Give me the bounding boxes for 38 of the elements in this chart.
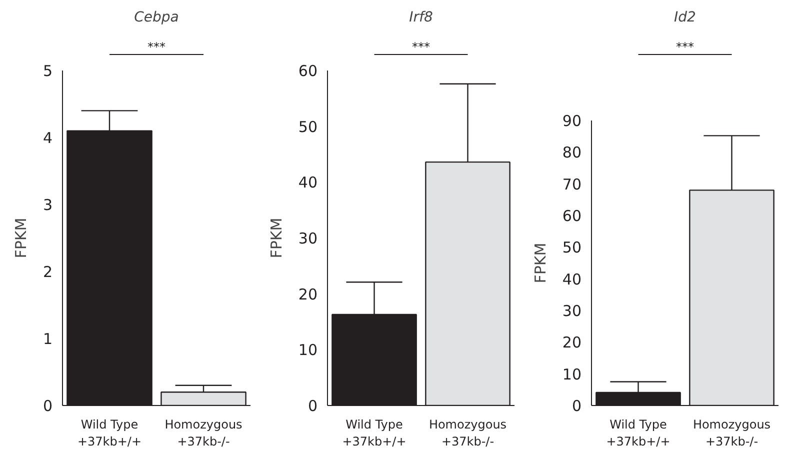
x-tick-label: Homozygous +37kb-/- — [164, 418, 242, 448]
x-tick-label: Homozygous +37kb-/- — [428, 418, 507, 448]
chart-title: Irf8 — [409, 10, 433, 26]
y-tick-label: 0 — [572, 397, 582, 415]
chart-title: Cebpa — [134, 10, 179, 26]
y-tick-label: 10 — [298, 341, 318, 360]
y-tick-label: 30 — [562, 302, 582, 320]
text: *** — [412, 40, 430, 54]
y-tick-label: 20 — [562, 334, 582, 352]
y-tick-label: 50 — [298, 118, 318, 136]
y-tick-label: 5 — [42, 62, 53, 80]
y-tick-label: 1 — [42, 330, 53, 348]
x-tick-label: Wild Type +37kb+/+ — [342, 418, 406, 448]
y-tick-label: 2 — [42, 263, 53, 281]
y-tick-label: 20 — [298, 285, 318, 304]
y-tick-label: 80 — [562, 144, 582, 162]
chart-title: Id2 — [674, 10, 696, 26]
y-tick-label: 10 — [562, 365, 582, 384]
y-tick-label: 70 — [562, 175, 582, 194]
text: *** — [676, 40, 694, 54]
y-tick-label: 0 — [42, 397, 53, 415]
x-tick-label: Wild Type +37kb+/+ — [606, 418, 670, 448]
x-tick-label: Homozygous +37kb-/- — [692, 418, 771, 448]
y-tick-label: 60 — [562, 207, 582, 225]
y-tick-label: 30 — [298, 230, 318, 248]
y-tick-label: 4 — [42, 129, 53, 147]
x-tick-label: Wild Type +37kb+/+ — [77, 418, 142, 448]
y-tick-label: 0 — [308, 397, 318, 415]
y-tick-label: 60 — [298, 62, 318, 80]
text: *** — [148, 40, 166, 54]
y-tick-label: 40 — [562, 270, 582, 288]
y-tick-label: 3 — [42, 196, 53, 214]
y-axis-title: FPKM — [267, 218, 286, 258]
y-axis-title: FPKM — [12, 218, 30, 258]
y-tick-label: 90 — [562, 112, 582, 130]
y-tick-label: 40 — [298, 174, 318, 192]
y-axis-title: FPKM — [531, 242, 550, 284]
y-tick-label: 50 — [562, 238, 582, 257]
